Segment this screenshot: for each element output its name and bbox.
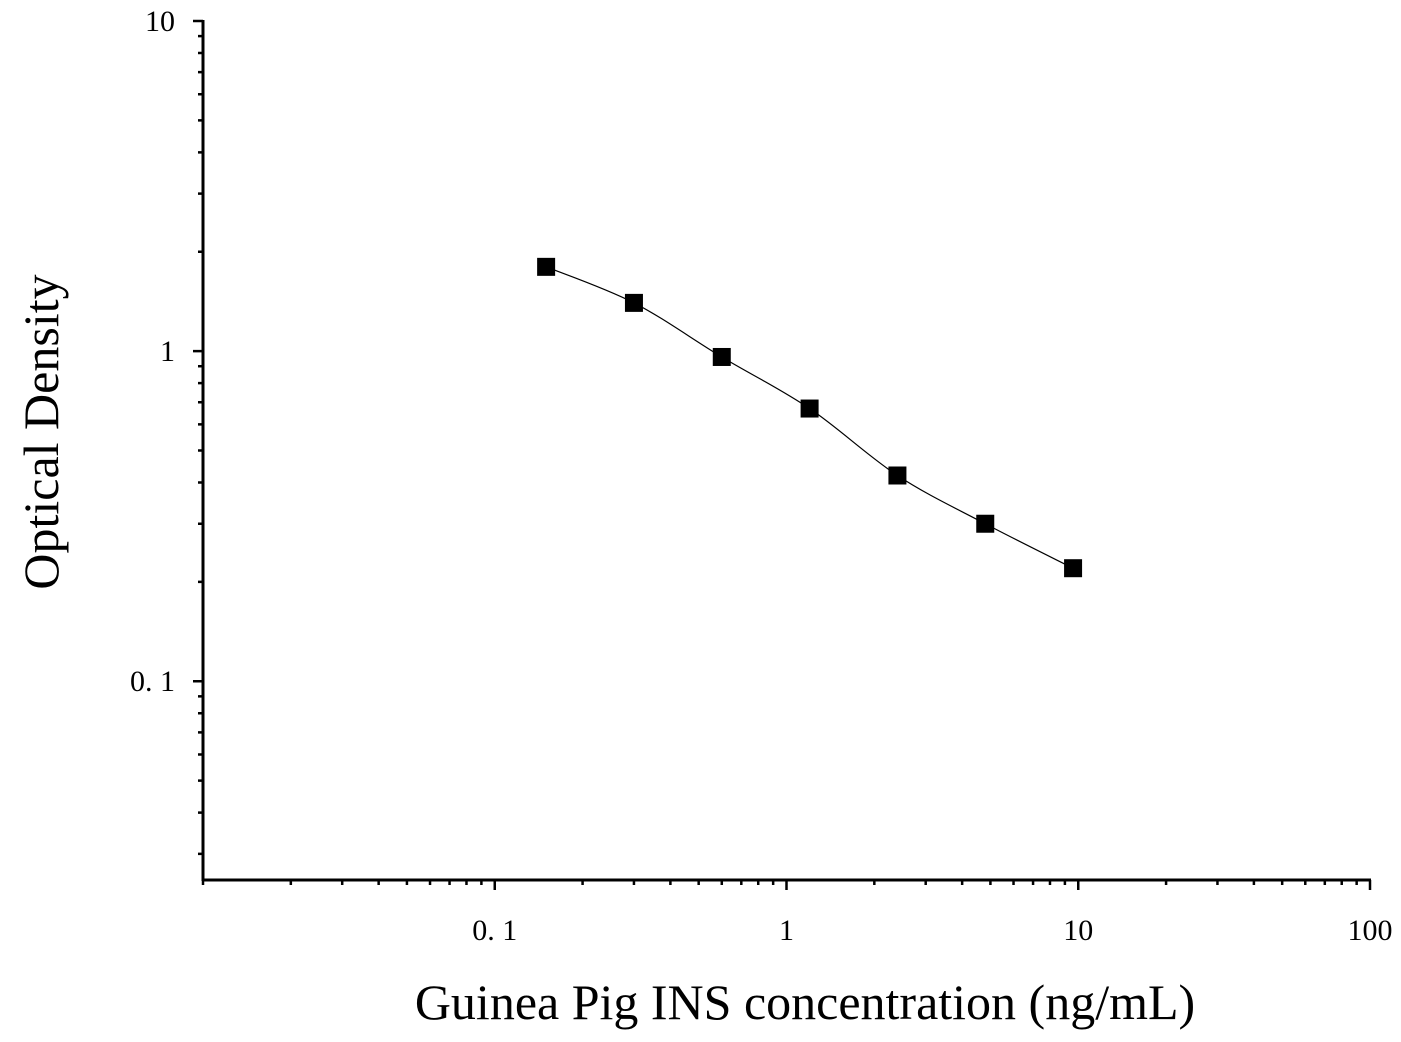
y-axis-title: Optical Density (13, 274, 69, 589)
x-tick-label: 0. 1 (472, 914, 517, 947)
data-point (976, 514, 995, 533)
tick-labels: 0. 1 1 10 100 0. 1 1 10 (130, 5, 1393, 947)
data-points (537, 257, 1083, 578)
data-point (712, 347, 731, 366)
x-axis-title: Guinea Pig INS concentration (ng/mL) (415, 974, 1195, 1030)
axis-ticks (193, 19, 1372, 890)
x-tick-label: 100 (1348, 914, 1393, 947)
data-point (537, 257, 556, 276)
x-tick-label: 1 (779, 914, 794, 947)
data-point (800, 399, 819, 418)
data-point (1064, 559, 1083, 578)
x-tick-label: 10 (1063, 914, 1093, 947)
y-tick-label: 1 (160, 335, 175, 368)
data-point (624, 293, 643, 312)
axes (201, 20, 1371, 882)
data-point (888, 466, 907, 485)
y-tick-label: 0. 1 (130, 665, 175, 698)
y-tick-label: 10 (145, 5, 175, 38)
